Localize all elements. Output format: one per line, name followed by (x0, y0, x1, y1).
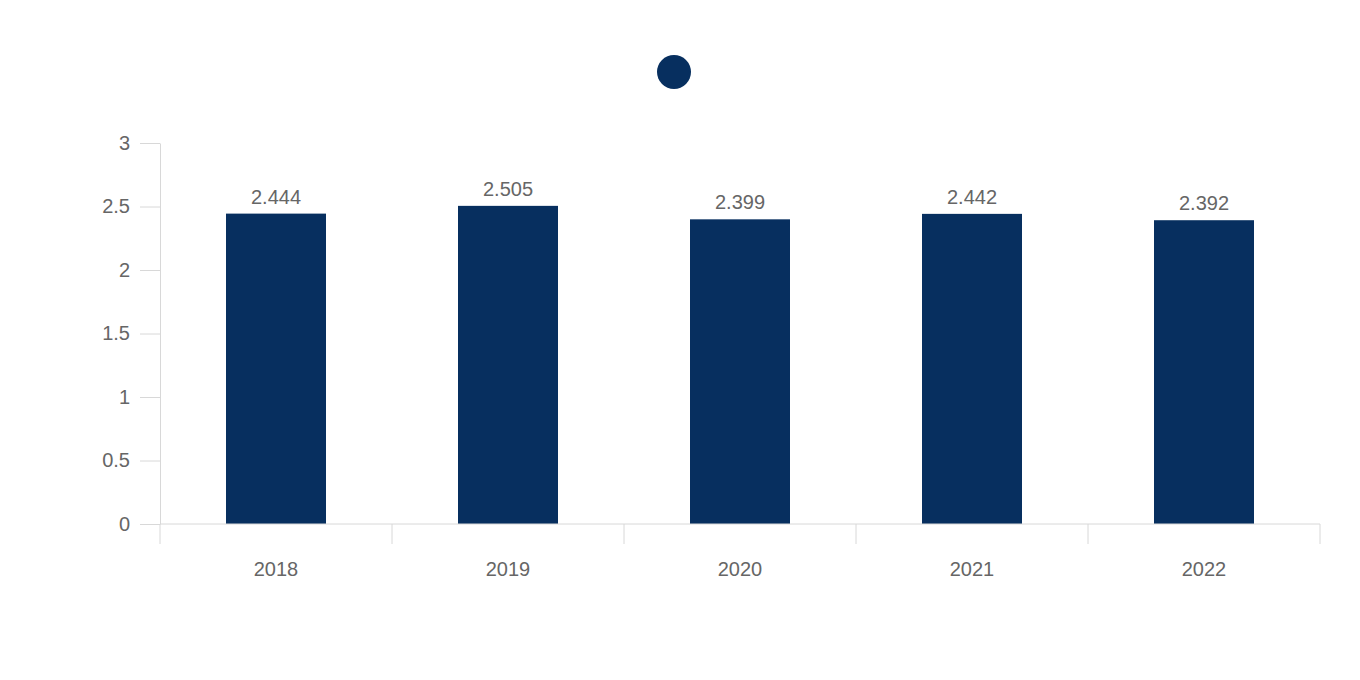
x-tick-mark (160, 524, 161, 544)
y-tick: 2.5 (102, 195, 160, 217)
y-tick: 0 (119, 513, 160, 535)
y-tick: 1.5 (102, 322, 160, 344)
bar[interactable] (922, 214, 1022, 524)
y-tick-mark (140, 334, 160, 335)
y-tick-mark (140, 143, 160, 144)
bar[interactable] (1154, 220, 1254, 524)
data-label: 2.399 (715, 191, 765, 213)
x-tick-label: 2018 (254, 558, 299, 580)
x-tick-mark (856, 524, 857, 544)
x-tick-mark (392, 524, 393, 544)
y-tick-label: 1.5 (102, 322, 130, 344)
y-tick: 2 (119, 259, 160, 281)
x-tick-label: 2021 (950, 558, 995, 580)
data-label: 2.442 (947, 186, 997, 208)
y-tick-label: 0.5 (102, 449, 130, 471)
y-tick-mark (140, 397, 160, 398)
x-tick-label: 2022 (1182, 558, 1227, 580)
x-axis: 2018 2019 2020 2021 2022 (160, 524, 1320, 580)
x-tick-mark (1088, 524, 1089, 544)
y-tick-mark (140, 207, 160, 208)
y-tick-label: 0 (119, 513, 130, 535)
y-axis: 0 0.5 1 1.5 2 2.5 3 (102, 132, 160, 535)
legend-marker[interactable] (657, 55, 691, 89)
y-tick-label: 1 (119, 386, 130, 408)
x-tick-mark (624, 524, 625, 544)
data-label: 2.505 (483, 178, 533, 200)
y-tick-mark (140, 524, 160, 525)
x-axis-line (160, 524, 1320, 525)
y-tick-label: 3 (119, 132, 130, 154)
y-axis-line (160, 144, 161, 525)
data-label: 2.444 (251, 186, 301, 208)
y-tick-label: 2 (119, 259, 130, 281)
y-tick: 1 (119, 386, 160, 408)
y-tick: 0.5 (102, 449, 160, 471)
y-tick: 3 (119, 132, 160, 154)
x-tick-mark (1320, 524, 1321, 544)
y-tick-mark (140, 461, 160, 462)
y-tick-mark (140, 270, 160, 271)
bar[interactable] (226, 214, 326, 524)
bar[interactable] (458, 206, 558, 524)
data-labels: 2.444 2.505 2.399 2.442 2.392 (251, 178, 1229, 214)
chart: 00.511.522.53201820192020202120222.4442.… (0, 0, 1360, 680)
x-tick-label: 2020 (718, 558, 763, 580)
bars (226, 206, 1254, 524)
x-tick-label: 2019 (486, 558, 531, 580)
y-tick-label: 2.5 (102, 195, 130, 217)
bar[interactable] (690, 219, 790, 524)
data-label: 2.392 (1179, 192, 1229, 214)
